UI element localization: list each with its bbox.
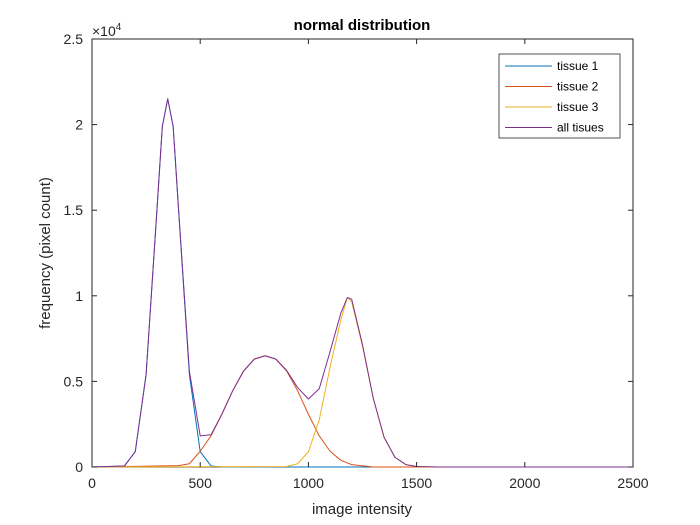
y-exponent-power: 4 [116, 22, 122, 33]
legend-items: tissue 1 tissue 2 tissue 3 all tisues [505, 59, 604, 135]
legend-label-tissue-3: tissue 3 [557, 100, 599, 114]
x-tick-label: 1000 [293, 475, 324, 491]
chart-title: normal distribution [294, 17, 431, 34]
x-tick-label: 2000 [509, 475, 540, 491]
y-tick-label: 2.5 [64, 31, 84, 47]
legend: tissue 1 tissue 2 tissue 3 all tisues [498, 53, 621, 139]
y-axis-exponent: ×104 [92, 22, 122, 39]
y-tick-label: 2 [75, 117, 83, 133]
series-line-all-tisues [91, 98, 633, 468]
x-tick-label: 0 [88, 475, 96, 491]
x-axis-ticks: 0 500 1000 1500 2000 2500 [88, 39, 649, 491]
x-tick-label: 2500 [617, 475, 648, 491]
y-exponent-base: ×10 [92, 23, 116, 39]
series-layer [91, 98, 633, 468]
y-tick-label: 0.5 [64, 373, 84, 389]
legend-label-tissue-1: tissue 1 [557, 59, 599, 73]
y-axis-label: frequency (pixel count) [37, 177, 54, 329]
x-tick-label: 1500 [401, 475, 432, 491]
legend-label-all-tisues: all tisues [557, 121, 604, 135]
y-tick-label: 0 [75, 459, 83, 475]
y-tick-label: 1 [75, 288, 83, 304]
y-tick-label: 1.5 [64, 202, 84, 218]
y-axis-ticks: 0 0.5 1 1.5 2 2.5 [64, 31, 633, 475]
legend-label-tissue-2: tissue 2 [557, 80, 599, 94]
x-axis-label: image intensity [312, 501, 413, 518]
legend-box [498, 53, 621, 139]
x-tick-label: 500 [189, 475, 213, 491]
